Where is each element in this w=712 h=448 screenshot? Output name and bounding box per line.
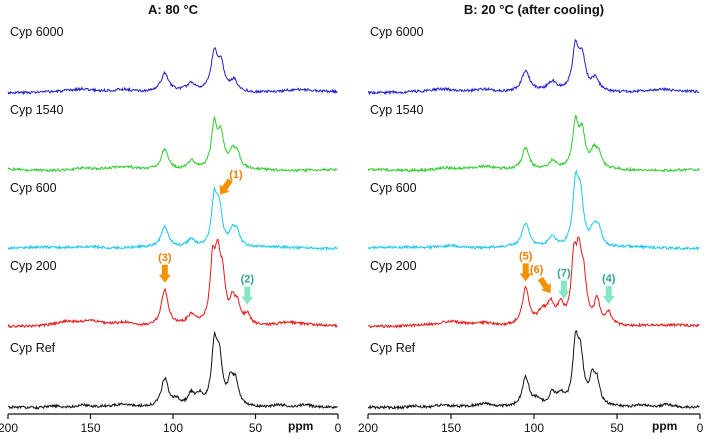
trace-cyp-ref: [367, 330, 700, 411]
panel-b-title: B: 20 °C (after cooling): [463, 2, 605, 17]
x-tick-label: 150: [441, 421, 461, 435]
x-axis-unit-label: ppm: [652, 419, 678, 433]
trace-cyp-6000: [367, 38, 700, 96]
annotation-arrow: [602, 286, 615, 304]
trace-cyp-200: [367, 236, 700, 329]
trace-label: Cyp Ref: [10, 341, 56, 355]
annotation-label: (3): [158, 252, 172, 264]
trace-label: Cyp 6000: [10, 25, 64, 39]
trace-label: Cyp 6000: [370, 25, 424, 39]
trace-label: Cyp 600: [370, 181, 417, 195]
x-tick-label: 150: [80, 421, 100, 435]
x-tick-label: 100: [163, 421, 183, 435]
x-tick-label: 200: [358, 421, 378, 435]
x-tick-label: 0: [697, 421, 704, 435]
annotation-arrow: [537, 276, 551, 294]
trace-cyp-200: [7, 238, 338, 329]
x-axis-unit-label: ppm: [288, 419, 314, 433]
trace-cyp-1540: [7, 115, 338, 173]
trace-label: Cyp 200: [10, 259, 57, 273]
x-tick-label: 200: [0, 421, 18, 435]
annotation-label: (5): [519, 250, 533, 262]
annotation-label: (7): [557, 268, 571, 280]
x-tick-label: 50: [610, 421, 624, 435]
trace-cyp-600: [7, 185, 338, 252]
annotation-arrow: [519, 263, 532, 282]
annotation-label: (4): [602, 273, 616, 285]
x-tick-label: 100: [524, 421, 544, 435]
trace-cyp-ref: [7, 330, 338, 410]
x-tick-label: 50: [249, 421, 263, 435]
trace-label: Cyp 200: [370, 259, 417, 273]
annotation-arrow: [158, 264, 171, 283]
trace-label: Cyp 1540: [10, 103, 64, 117]
trace-cyp-1540: [367, 114, 700, 173]
trace-label: Cyp 600: [10, 181, 57, 195]
panel-a-title: A: 80 °C: [148, 2, 198, 17]
annotation-arrow: [219, 178, 233, 195]
annotation-arrow: [557, 280, 570, 299]
trace-cyp-600: [367, 169, 700, 251]
trace-cyp-6000: [7, 47, 338, 96]
annotation-label: (1): [229, 169, 243, 181]
x-tick-label: 0: [335, 421, 342, 435]
annotation-arrow: [241, 286, 254, 305]
trace-label: Cyp Ref: [370, 341, 416, 355]
annotation-label: (6): [530, 264, 544, 276]
trace-label: Cyp 1540: [370, 103, 424, 117]
annotation-label: (2): [241, 274, 255, 286]
